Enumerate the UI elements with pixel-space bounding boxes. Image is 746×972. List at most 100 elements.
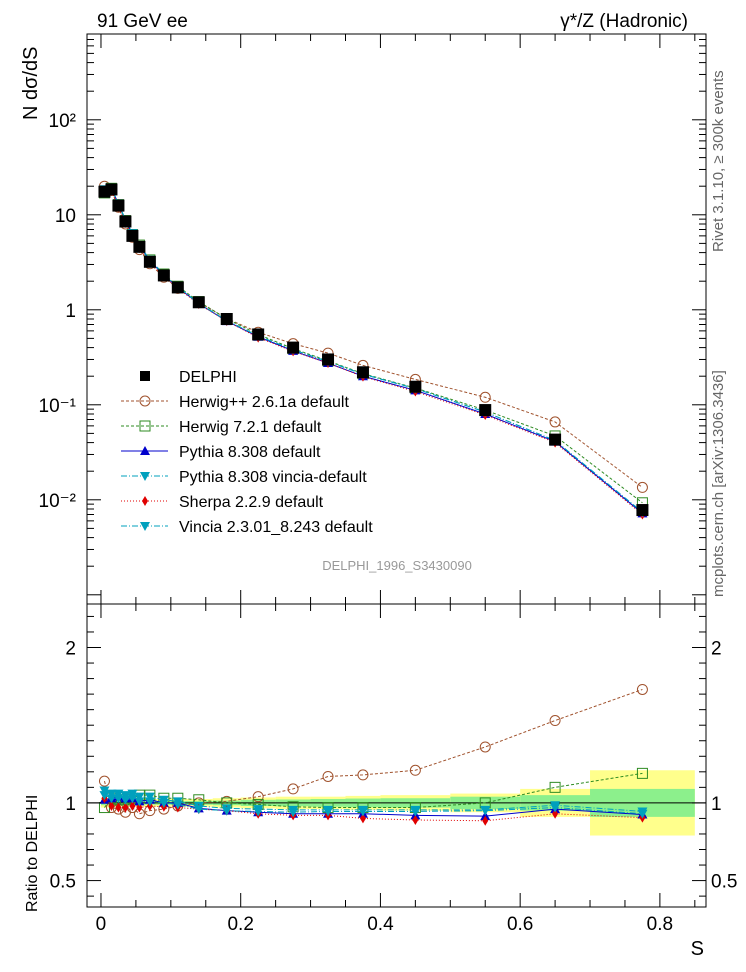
marker-delphi-2 xyxy=(112,199,125,212)
marker-sherpa-2-2-9-default-3 xyxy=(122,802,129,813)
main-y-axis-label: N dσ/dS xyxy=(20,47,42,121)
main-panel-series xyxy=(98,180,649,520)
marker-vincia-2-3-01-8-243-default-16 xyxy=(480,806,491,816)
marker-vincia-2-3-01-8-243-default-15 xyxy=(410,807,421,817)
rivet-label: Rivet 3.1.10, ≥ 300k events xyxy=(710,70,727,252)
x-tick-label: 0.4 xyxy=(367,914,394,935)
marker-vincia-2-3-01-8-243-default-5 xyxy=(134,797,145,807)
x-tick-label: 0.6 xyxy=(507,914,533,935)
marker-herwig-2-6-1a-default-16 xyxy=(479,391,491,403)
marker-delphi-14 xyxy=(356,366,369,379)
legend-label-sherpa-2-2-9-default: Sherpa 2.2.9 default xyxy=(179,494,324,511)
marker-vincia-2-3-01-8-243-default-8 xyxy=(172,800,183,810)
marker-delphi-16 xyxy=(479,404,492,417)
legend-label-herwig-7-2-1-default: Herwig 7.2.1 default xyxy=(179,419,322,436)
marker-vincia-2-3-01-8-243-default-0 xyxy=(99,791,110,801)
marker-delphi-6 xyxy=(143,255,156,268)
marker-vincia-2-3-01-8-243-default-17 xyxy=(550,803,561,813)
ratio-y-tick-label-left: 2 xyxy=(65,639,76,660)
legend-marker-delphi xyxy=(140,371,150,381)
marker-herwig-2-6-1a-default-17 xyxy=(549,715,561,727)
marker-vincia-2-3-01-8-243-default-18 xyxy=(637,809,648,819)
marker-vincia-2-3-01-8-243-default-4 xyxy=(127,794,138,804)
marker-vincia-2-3-01-8-243-default-10 xyxy=(221,806,232,816)
marker-pythia-8-308-vincia-default-6 xyxy=(144,792,155,802)
legend-marker-sherpa-2-2-9-default xyxy=(142,496,148,506)
main-y-tick-label: 10⁻¹ xyxy=(39,396,77,417)
marker-delphi-7 xyxy=(157,269,170,282)
marker-delphi-17 xyxy=(549,433,562,446)
marker-pythia-8-308-vincia-default-0 xyxy=(99,786,110,796)
marker-herwig-2-6-1a-default-0 xyxy=(98,775,110,787)
marker-herwig-7-2-1-default-18 xyxy=(636,767,648,779)
series-line-herwig-2-6-1a-default xyxy=(104,185,643,488)
marker-herwig-2-6-1a-default-15 xyxy=(409,764,421,776)
legend-marker-herwig-2-6-1a-default xyxy=(139,395,151,407)
marker-herwig-2-6-1a-default-17 xyxy=(549,416,561,428)
x-tick-label: 0.8 xyxy=(647,914,673,935)
marker-herwig-2-6-1a-default-14 xyxy=(357,769,369,781)
marker-sherpa-2-2-9-default-15 xyxy=(412,814,419,825)
main-panel-ticks: 10⁻² 10⁻¹ 1 10 10² xyxy=(39,33,706,604)
marker-vincia-2-3-01-8-243-default-13 xyxy=(323,807,334,817)
marker-vincia-2-3-01-8-243-default-11 xyxy=(253,807,264,817)
marker-delphi-18 xyxy=(636,504,649,517)
analysis-watermark: DELPHI_1996_S3430090 xyxy=(322,558,472,573)
marker-delphi-15 xyxy=(409,380,422,393)
marker-sherpa-2-2-9-default-14 xyxy=(359,813,366,824)
header-right: γ*/Z (Hadronic) xyxy=(560,11,688,32)
legend-label-herwig-2-6-1a-default: Herwig++ 2.6.1a default xyxy=(179,394,349,411)
marker-vincia-2-3-01-8-243-default-6 xyxy=(144,797,155,807)
marker-delphi-4 xyxy=(126,229,139,242)
ratio-y-axis-label: Ratio to DELPHI xyxy=(24,795,41,912)
legend-marker-pythia-8-308-vincia-default xyxy=(140,472,150,481)
marker-herwig-2-6-1a-default-18 xyxy=(636,683,648,695)
series-line-pythia-8-308-vincia-default xyxy=(104,187,643,513)
x-tick-label: 0.2 xyxy=(227,914,253,935)
marker-vincia-2-3-01-8-243-default-1 xyxy=(106,794,117,804)
main-y-tick-label: 10⁻² xyxy=(39,491,77,512)
legend-label-pythia-8-308-default: Pythia 8.308 default xyxy=(179,444,321,461)
marker-delphi-13 xyxy=(322,353,335,366)
marker-delphi-9 xyxy=(192,296,205,309)
series-line-vincia-2-3-01-8-243-default xyxy=(104,187,643,513)
legend-marker-pythia-8-308-default xyxy=(140,446,150,455)
marker-sherpa-2-2-9-default-16 xyxy=(482,815,489,826)
ratio-panel-ticks: 0.5 0.5 1 1 2 2 0 0.2 0.4 0.6 0.8 xyxy=(50,604,737,935)
series-line-sherpa-2-2-9-default xyxy=(104,190,643,515)
x-tick-label: 0 xyxy=(96,914,107,935)
marker-delphi-12 xyxy=(287,341,300,354)
marker-delphi-8 xyxy=(171,281,184,294)
marker-delphi-3 xyxy=(119,215,132,228)
legend: DELPHI Herwig++ 2.6.1a default Herwig 7.2.… xyxy=(121,369,373,536)
series-line-pythia-8-308-default xyxy=(104,187,643,514)
ratio-y-tick-label-left: 1 xyxy=(65,794,76,815)
ratio-y-tick-label-right: 0.5 xyxy=(711,872,737,893)
marker-delphi-5 xyxy=(133,240,146,253)
marker-delphi-10 xyxy=(220,313,233,325)
marker-pythia-8-308-vincia-default-3 xyxy=(120,791,131,801)
marker-sherpa-2-2-9-default-5 xyxy=(136,802,143,813)
ratio-panel-series xyxy=(98,683,648,826)
marker-vincia-2-3-01-8-243-default-14 xyxy=(357,807,368,817)
marker-pythia-8-308-vincia-default-4 xyxy=(127,789,138,799)
header-left: 91 GeV ee xyxy=(97,11,188,32)
marker-herwig-2-6-1a-default-18 xyxy=(636,481,648,493)
ratio-y-tick-label-left: 0.5 xyxy=(50,872,76,893)
marker-sherpa-2-2-9-default-1 xyxy=(108,801,115,811)
main-y-tick-label: 1 xyxy=(65,301,76,322)
marker-herwig-2-6-1a-default-12 xyxy=(287,783,299,795)
x-axis-label: S xyxy=(691,938,704,960)
marker-vincia-2-3-01-8-243-default-9 xyxy=(193,805,204,815)
marker-sherpa-2-2-9-default-17 xyxy=(552,808,559,819)
marker-sherpa-2-2-9-default-4 xyxy=(129,801,136,811)
ratio-y-tick-label-right: 2 xyxy=(711,639,722,660)
ratio-panel-frame xyxy=(86,603,707,908)
marker-vincia-2-3-01-8-243-default-7 xyxy=(158,798,169,808)
marker-vincia-2-3-01-8-243-default-3 xyxy=(120,795,131,805)
marker-sherpa-2-2-9-default-2 xyxy=(115,802,122,813)
ratio-y-tick-label-right: 1 xyxy=(711,794,722,815)
mcplots-label: mcplots.cern.ch [arXiv:1306.3436] xyxy=(710,370,727,597)
legend-marker-vincia-2-3-01-8-243-default xyxy=(140,522,150,531)
